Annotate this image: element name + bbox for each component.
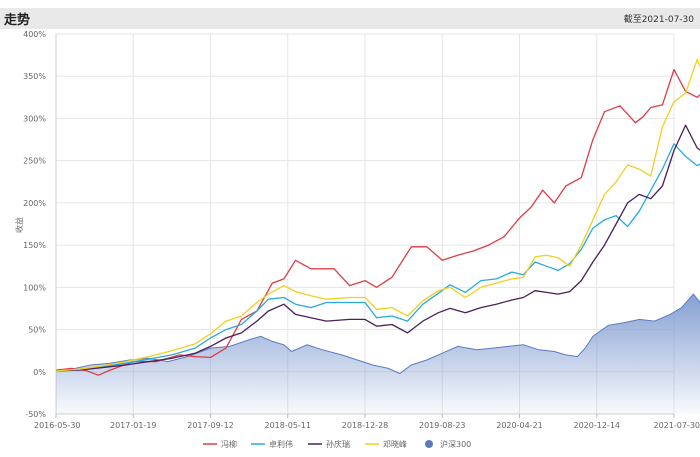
- y-tick-label: 100%: [23, 283, 46, 292]
- series-line: [55, 143, 700, 372]
- legend-label: 邓晓峰: [383, 439, 407, 449]
- index-area-fill: [56, 294, 700, 414]
- y-tick-label: 250%: [23, 157, 46, 166]
- legend-item[interactable]: 沪深300: [425, 439, 471, 449]
- legend-item[interactable]: 邓晓峰: [365, 439, 407, 449]
- y-tick-label: 200%: [23, 199, 46, 208]
- y-tick-label: 0%: [33, 368, 46, 377]
- y-axis: -50% 0% 50% 100% 150% 200% 250% 300% 350% 400%: [23, 30, 57, 419]
- y-tick-label: 400%: [23, 30, 46, 39]
- legend-item[interactable]: 冯柳: [203, 439, 237, 449]
- series-line: [55, 58, 700, 372]
- legend-item[interactable]: 孙庆瑞: [308, 439, 350, 449]
- x-tick-label: 2016-05-30: [34, 421, 81, 430]
- chart-title: 走势: [4, 13, 31, 28]
- x-tick-label: 2018-05-11: [265, 421, 312, 430]
- x-tick-label: 2017-09-12: [187, 421, 234, 430]
- series-line: [55, 68, 700, 376]
- y-tick-label: 350%: [23, 72, 46, 81]
- legend-label: 卓利伟: [269, 439, 293, 449]
- legend: 冯柳 卓利伟 孙庆瑞 邓晓峰 沪深300: [203, 439, 471, 449]
- legend-label: 孙庆瑞: [326, 439, 350, 449]
- as-of-date: 截至2021-07-30: [623, 15, 694, 25]
- series-line: [55, 124, 700, 372]
- y-tick-label: -50%: [25, 410, 46, 419]
- x-tick-label: 2019-08-23: [419, 421, 466, 430]
- x-tick-label: 2020-04-21: [496, 421, 543, 430]
- chart-header: 走势 截至2021-07-30: [0, 8, 700, 29]
- y-tick-label: 50%: [28, 326, 46, 335]
- series-lines: [55, 58, 700, 376]
- x-axis: 2016-05-30 2017-01-19 2017-09-12 2018-05-11…: [34, 413, 700, 430]
- x-tick-label: 2020-12-14: [574, 421, 621, 430]
- performance-chart: -50% 0% 50% 100% 150% 200% 250% 300% 350% 400% 20…: [14, 30, 700, 449]
- legend-label: 冯柳: [221, 439, 237, 449]
- x-tick-label: 2018-12-28: [342, 421, 389, 430]
- y-tick-label: 300%: [23, 114, 46, 123]
- legend-item[interactable]: 卓利伟: [251, 439, 293, 449]
- y-axis-label: 收益: [14, 217, 24, 233]
- legend-label: 沪深300: [440, 439, 471, 449]
- x-tick-label: 2017-01-19: [110, 421, 157, 430]
- x-tick-label: 2021-07-30: [654, 421, 700, 430]
- index-line: [55, 293, 700, 375]
- index-area: [55, 293, 700, 414]
- legend-swatch: [425, 440, 433, 448]
- y-tick-label: 150%: [23, 241, 46, 250]
